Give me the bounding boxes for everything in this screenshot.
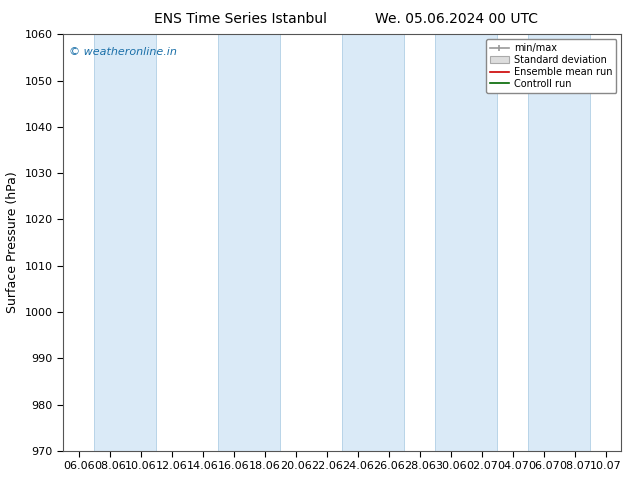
Text: © weatheronline.in: © weatheronline.in bbox=[69, 47, 177, 57]
Y-axis label: Surface Pressure (hPa): Surface Pressure (hPa) bbox=[6, 172, 19, 314]
Bar bbox=[94, 34, 157, 451]
Legend: min/max, Standard deviation, Ensemble mean run, Controll run: min/max, Standard deviation, Ensemble me… bbox=[486, 39, 616, 93]
Text: We. 05.06.2024 00 UTC: We. 05.06.2024 00 UTC bbox=[375, 12, 538, 26]
Bar bbox=[436, 34, 497, 451]
Bar bbox=[528, 34, 590, 451]
Text: ENS Time Series Istanbul: ENS Time Series Istanbul bbox=[155, 12, 327, 26]
Bar bbox=[218, 34, 280, 451]
Bar bbox=[342, 34, 404, 451]
